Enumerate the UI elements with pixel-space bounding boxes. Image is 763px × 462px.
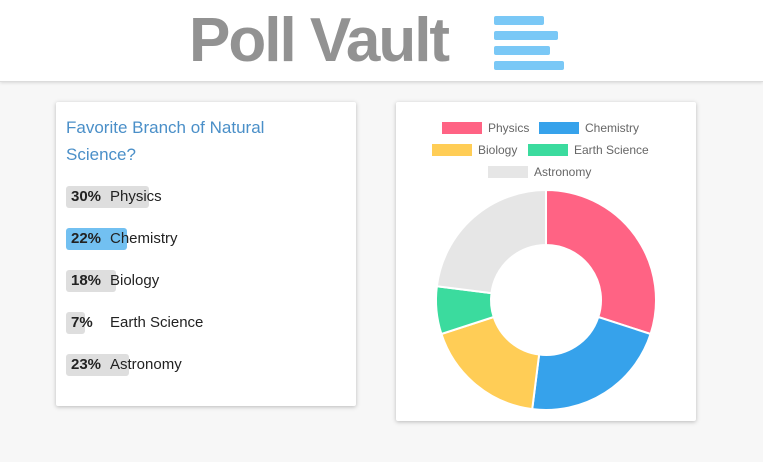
option-label: Earth Science — [110, 314, 204, 331]
option-label: Astronomy — [110, 356, 182, 373]
legend-swatch — [488, 166, 528, 178]
slice-astronomy[interactable] — [435, 188, 547, 295]
option-bar — [66, 312, 85, 334]
doughnut-chart[interactable] — [396, 102, 696, 421]
option-label: Biology — [110, 272, 160, 289]
poll-option-chemistry[interactable]: 22% Chemistry — [66, 228, 346, 250]
slice-chemistry[interactable] — [531, 315, 652, 411]
poll-option-earth-science[interactable]: 7% Earth Science — [66, 312, 346, 334]
option-percent: 23% — [71, 356, 102, 373]
option-label: Chemistry — [110, 230, 178, 247]
poll-option-physics[interactable]: 30% Physics — [66, 186, 346, 208]
poll-option-astronomy[interactable]: 23% Astronomy — [66, 354, 346, 376]
legend-swatch — [528, 144, 568, 156]
poll-card: Favorite Branch of Natural Science? 30% … — [56, 102, 356, 406]
option-percent: 7% — [71, 314, 93, 331]
app-header: Poll Vault — [0, 0, 763, 82]
legend-label: Biology — [478, 143, 518, 157]
legend-swatch — [442, 122, 482, 134]
option-percent: 30% — [71, 188, 102, 205]
legend-label: Earth Science — [574, 143, 649, 157]
menu-lines-icon[interactable] — [494, 16, 566, 72]
legend-swatch — [432, 144, 472, 156]
app-title[interactable]: Poll Vault — [189, 6, 450, 75]
option-label: Physics — [110, 188, 162, 205]
poll-question: Favorite Branch of Natural Science? — [66, 118, 265, 164]
option-bar — [66, 228, 127, 250]
slice-physics[interactable] — [545, 188, 657, 336]
legend-swatch — [539, 122, 579, 134]
legend-label: Astronomy — [534, 165, 592, 179]
option-bar — [66, 270, 116, 292]
option-percent: 22% — [71, 230, 102, 247]
slice-biology[interactable] — [440, 315, 541, 411]
poll-option-biology[interactable]: 18% Biology — [66, 270, 346, 292]
option-percent: 18% — [71, 272, 102, 289]
option-bar — [66, 354, 129, 376]
legend-label: Chemistry — [585, 121, 640, 135]
chart-card: Physics Chemistry Biology Earth Science … — [396, 102, 696, 421]
option-bar — [66, 186, 149, 208]
legend-label: Physics — [488, 121, 530, 135]
